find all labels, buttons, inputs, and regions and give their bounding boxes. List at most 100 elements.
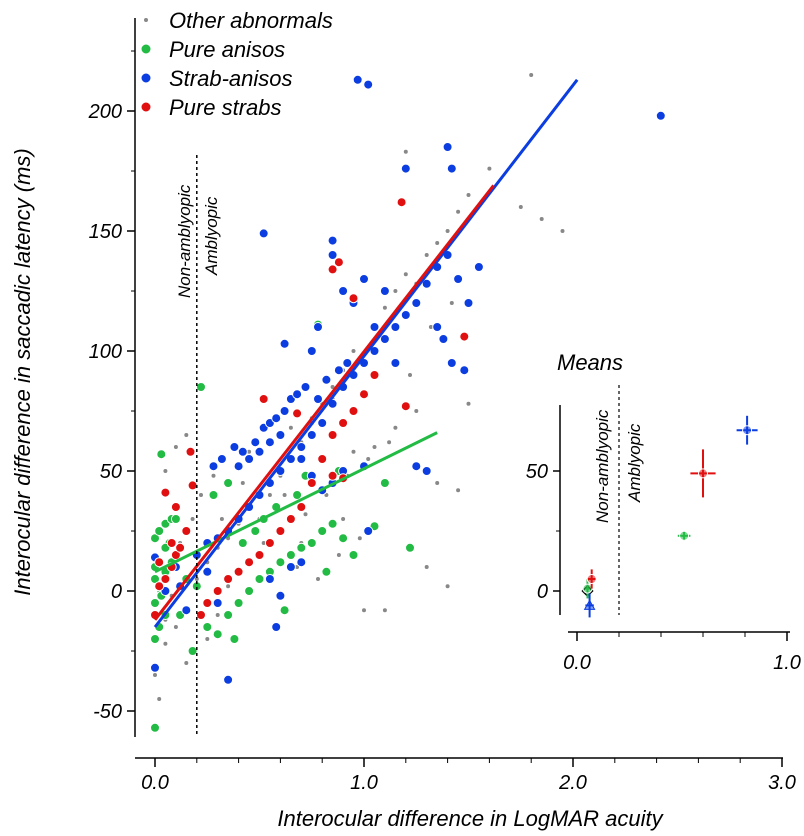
strab-anisos-point xyxy=(363,79,374,90)
other-abnormals-point xyxy=(393,425,398,430)
pure-anisos-point xyxy=(150,598,160,608)
pure-anisos-point xyxy=(279,605,290,616)
strab-anisos-point xyxy=(473,262,484,272)
strab-anisos-point xyxy=(296,442,307,452)
y-tick-label: -50 xyxy=(93,701,122,723)
strab-anisos-point xyxy=(313,394,323,404)
other-abnormals-point xyxy=(428,325,433,329)
strab-anisos-point xyxy=(321,374,332,385)
other-abnormals-point xyxy=(163,469,168,473)
other-abnormals-point xyxy=(194,577,199,581)
strab-anisos-point xyxy=(379,334,390,344)
other-abnormals-point xyxy=(445,229,450,233)
y-tick-label: 200 xyxy=(88,101,122,123)
pure-anisos-legend-label: Pure anisos xyxy=(169,37,285,62)
strab-anisos-point xyxy=(292,389,303,400)
pure-anisos-point xyxy=(170,514,181,524)
pure-anisos-point xyxy=(233,598,244,608)
strab-anisos-point xyxy=(359,274,369,284)
amblyopic-label: Amblyopic xyxy=(202,196,221,276)
pure-strabs-point xyxy=(459,331,470,342)
pure-strabs-point xyxy=(292,408,303,419)
strab-anisos-point xyxy=(212,598,223,608)
strab-anisos-point xyxy=(223,674,234,685)
pure-strabs-point xyxy=(160,574,171,584)
x-tick-label: 0.0 xyxy=(141,772,169,794)
other-abnormals-legend-label: Other abnormals xyxy=(169,8,333,33)
strab-anisos-point xyxy=(379,286,390,296)
pure-strabs-point xyxy=(175,542,186,553)
pure-strabs-point xyxy=(327,430,338,440)
other-abnormals-point xyxy=(288,425,293,430)
other-abnormals-point xyxy=(518,205,523,209)
inset-non-amblyopic-label: Non-amblyopic xyxy=(593,409,612,523)
strab-anisos-point xyxy=(233,461,244,472)
main-axes: -50 0 50 100 150 200 0.0 1.0 2.0 3.0 xyxy=(88,18,796,794)
y-tick-label: 150 xyxy=(89,221,122,243)
other-abnormals-point xyxy=(393,289,398,293)
pure-anisos-point xyxy=(285,550,296,560)
other-abnormals-point xyxy=(153,673,157,677)
other-abnormals-point xyxy=(303,512,308,517)
pure-strabs-point xyxy=(154,581,165,592)
pure-strabs-point xyxy=(333,257,344,268)
other-abnormals-point xyxy=(456,488,461,493)
other-abnormals-point xyxy=(387,440,392,445)
other-abnormals-point xyxy=(362,608,366,613)
strab-anisos-point xyxy=(306,346,317,356)
strab-anisos-point xyxy=(655,110,666,121)
strab-anisos-point xyxy=(258,228,269,239)
inset-y-tick-label: 50 xyxy=(526,461,548,483)
pure-strabs-point xyxy=(327,264,338,275)
pure-anisos-point xyxy=(254,574,265,584)
other-abnormals-point xyxy=(435,481,440,485)
strab-anisos-point xyxy=(264,437,275,448)
y-tick-label: 50 xyxy=(100,461,122,483)
pure-anisos-point xyxy=(150,634,160,644)
pure-anisos-point xyxy=(237,538,248,548)
other-abnormals-point xyxy=(205,637,210,641)
other-abnormals-point xyxy=(173,625,178,629)
pure-anisos-point xyxy=(405,542,415,553)
main-points-layer xyxy=(150,73,666,733)
other-abnormals-point xyxy=(539,217,544,221)
strab-anisos-point xyxy=(333,365,344,376)
strab-anisos-point xyxy=(369,322,380,332)
other-abnormals-point xyxy=(382,608,387,613)
strab-anisos-point xyxy=(275,430,286,440)
strab-anisos-point xyxy=(296,557,307,568)
strab-anisos-point xyxy=(390,358,401,368)
strab-anisos-point xyxy=(438,334,449,344)
pure-strabs-point xyxy=(285,514,296,524)
strab-anisos-point xyxy=(279,406,290,416)
other-abnormals-point xyxy=(435,241,440,245)
x-axis-title: Interocular difference in LogMAR acuity xyxy=(277,806,664,831)
pure-strabs-point xyxy=(181,526,192,536)
other-abnormals-point xyxy=(560,229,565,233)
other-abnormals-point xyxy=(199,493,203,497)
other-abnormals-point xyxy=(366,457,371,461)
y-tick-label: 100 xyxy=(89,341,122,363)
pure-anisos-point xyxy=(196,382,206,392)
strab-anisos-point xyxy=(411,461,422,472)
pure-strabs-point xyxy=(244,557,255,568)
strab-anisos-point xyxy=(421,278,432,289)
inset-x-tick-label: 0.0 xyxy=(563,652,591,674)
other-abnormals-point xyxy=(351,349,356,353)
means-inset: Means Non-amblyopic Amblyopic 0 50 0.0 1.0 xyxy=(526,350,801,674)
strab-anisos-point xyxy=(254,446,265,457)
non-amblyopic-label: Non-amblyopic xyxy=(175,184,194,298)
strab-anisos-point xyxy=(327,235,338,246)
pure-anisos-point xyxy=(154,526,165,536)
strab-anisos-point xyxy=(453,274,464,284)
pure-anisos-point xyxy=(317,526,328,536)
strab-anisos-point xyxy=(237,446,248,457)
strab-anisos-point xyxy=(300,382,311,392)
other-abnormals-legend-marker xyxy=(144,18,148,22)
pure-strabs-fit-line xyxy=(153,184,495,621)
strab-anisos-point xyxy=(150,662,160,673)
pure-strabs-point xyxy=(212,586,223,596)
inset-title: Means xyxy=(557,350,623,375)
other-abnormals-point xyxy=(240,481,245,485)
other-abnormals-point xyxy=(382,305,387,310)
